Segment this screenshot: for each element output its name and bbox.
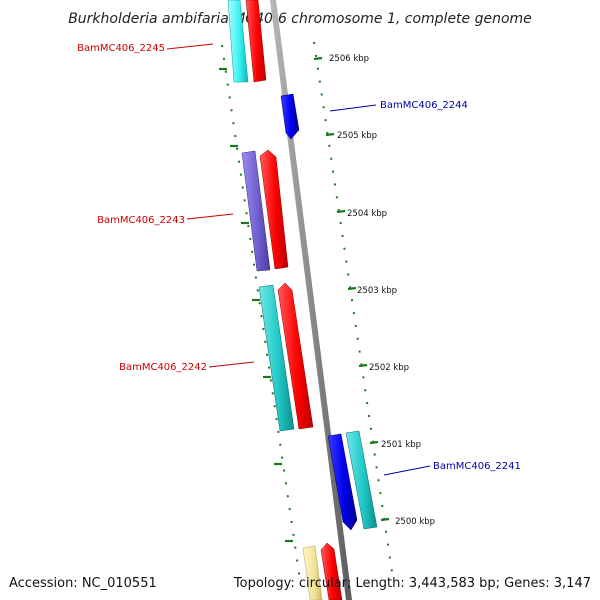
callout-line-2245	[166, 43, 214, 50]
tick-label-2502: 2502 kbp	[369, 363, 409, 373]
bottom-misc-feature[interactable]	[302, 545, 323, 600]
gene-2245-cyan-feature[interactable]	[227, 0, 249, 83]
tick-label-2506: 2506 kbp	[329, 54, 369, 64]
gene-2242-cyan-feature[interactable]	[258, 284, 295, 432]
gene-2243-purple-feature[interactable]	[241, 150, 271, 272]
tick-label-2503: 2503 kbp	[357, 286, 397, 296]
callout-line-2244	[329, 104, 377, 112]
callout-line-2241	[383, 465, 431, 476]
inner-major-ticks	[219, 67, 293, 543]
callout-line-2243	[186, 213, 234, 220]
gene-2241-cds[interactable]	[327, 433, 358, 531]
tick-label-2504: 2504 kbp	[347, 209, 387, 219]
bottom-cds[interactable]	[320, 542, 343, 600]
outer-tick-track	[313, 41, 393, 573]
gene-label-2244[interactable]: BamMC406_2244	[380, 100, 468, 111]
map-title: Burkholderia ambifaria MC40-6 chromosome…	[68, 11, 532, 27]
gene-label-2245[interactable]: BamMC406_2245	[77, 43, 165, 54]
tick-label-2505: 2505 kbp	[337, 131, 377, 141]
tick-label-2500: 2500 kbp	[395, 517, 435, 527]
tick-label-2501: 2501 kbp	[381, 440, 421, 450]
gene-2244-cds[interactable]	[280, 93, 300, 140]
gene-2243-cds[interactable]	[259, 149, 289, 270]
gene-label-2242[interactable]: BamMC406_2242	[119, 362, 207, 373]
gene-label-2243[interactable]: BamMC406_2243	[97, 215, 185, 226]
callout-line-2242	[208, 361, 255, 368]
accession-text: Accession: NC_010551	[9, 576, 157, 591]
genome-summary-text: Topology: circular; Length: 3,443,583 bp…	[233, 576, 591, 591]
gene-2242-cds[interactable]	[277, 282, 314, 430]
gene-2241-cyan-feature[interactable]	[345, 430, 378, 530]
gene-2245-cds[interactable]	[245, 0, 267, 83]
gene-label-2241[interactable]: BamMC406_2241	[433, 461, 521, 472]
major-ticks	[313, 56, 390, 522]
